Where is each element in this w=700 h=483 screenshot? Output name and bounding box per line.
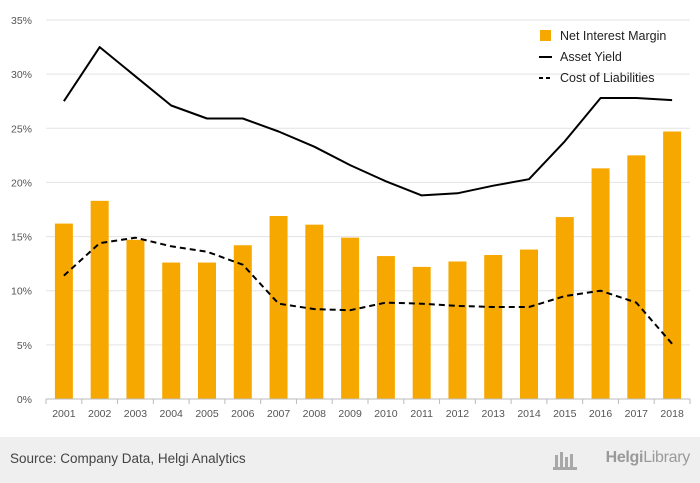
x-tick-label: 2003: [124, 408, 148, 420]
bar: [162, 262, 181, 399]
bar: [627, 155, 646, 399]
y-tick-label: 5%: [17, 340, 32, 352]
x-tick-label: 2004: [160, 408, 184, 420]
cost-of-liabilities-line: [63, 236, 673, 345]
bar: [520, 249, 538, 399]
y-tick-label: 10%: [11, 286, 32, 298]
legend-label: Cost of Liabilities: [560, 71, 655, 85]
bar: [198, 262, 216, 399]
y-tick-label: 35%: [11, 15, 32, 27]
bar: [663, 131, 682, 399]
bar: [305, 224, 324, 399]
footer: Source: Company Data, Helgi Analytics He…: [0, 437, 700, 483]
bar: [233, 245, 252, 399]
lines: [63, 46, 673, 345]
bar: [269, 215, 288, 399]
chart-svg: 0% 5% 10% 15% 20% 25% 30% 35% 2001 2002 2003 2004 20…: [11, 15, 691, 420]
bar: [126, 239, 145, 399]
x-tick-label: 2018: [660, 408, 684, 420]
x-tick-label: 2017: [625, 408, 649, 420]
brand-main: Helgi: [605, 449, 644, 466]
bar: [448, 261, 467, 399]
x-tick-label: 2009: [338, 408, 362, 420]
brand-lib: Library: [643, 449, 690, 466]
bar: [341, 237, 360, 399]
bar: [376, 256, 395, 399]
legend: Net Interest Margin Asset Yield Cost of Li…: [539, 29, 666, 85]
x-tick-label: 2016: [589, 408, 613, 420]
source-note: Source: Company Data, Helgi Analytics: [10, 451, 246, 466]
x-tick-label: 2002: [88, 408, 112, 420]
bar: [54, 223, 73, 399]
bar: [90, 200, 109, 399]
gridlines: [46, 19, 690, 346]
x-tick-label: 2006: [231, 408, 255, 420]
bar: [591, 168, 610, 399]
bar: [412, 266, 431, 399]
x-tick-label: 2014: [517, 408, 541, 420]
legend-swatch-bar: [540, 30, 551, 41]
y-tick-label: 15%: [11, 232, 32, 244]
x-tick-label: 2008: [303, 408, 327, 420]
x-tick-label: 2007: [267, 408, 291, 420]
x-tick-label: 2005: [195, 408, 219, 420]
asset-yield-line: [63, 46, 673, 197]
legend-label: Net Interest Margin: [560, 29, 666, 43]
x-tick-label: 2013: [482, 408, 506, 420]
y-tick-label: 25%: [11, 123, 32, 135]
bar: [484, 254, 503, 399]
brand-logo: HelgiLibrary: [605, 449, 691, 467]
x-tick-label: 2012: [446, 408, 470, 420]
y-tick-label: 30%: [11, 69, 32, 81]
legend-label: Asset Yield: [560, 50, 622, 64]
x-tick-label: 2011: [410, 408, 433, 420]
y-tick-label: 0%: [17, 394, 32, 406]
library-logo-icon: [553, 452, 577, 470]
bars: [54, 131, 682, 399]
x-tick-label: 2001: [52, 408, 76, 420]
x-tick-label: 2010: [374, 408, 398, 420]
axes: 0% 5% 10% 15% 20% 25% 30% 35% 2001 2002 2003 2004 20…: [11, 15, 691, 420]
bar: [555, 217, 574, 399]
y-tick-label: 20%: [11, 177, 32, 189]
x-tick-label: 2015: [553, 408, 577, 420]
